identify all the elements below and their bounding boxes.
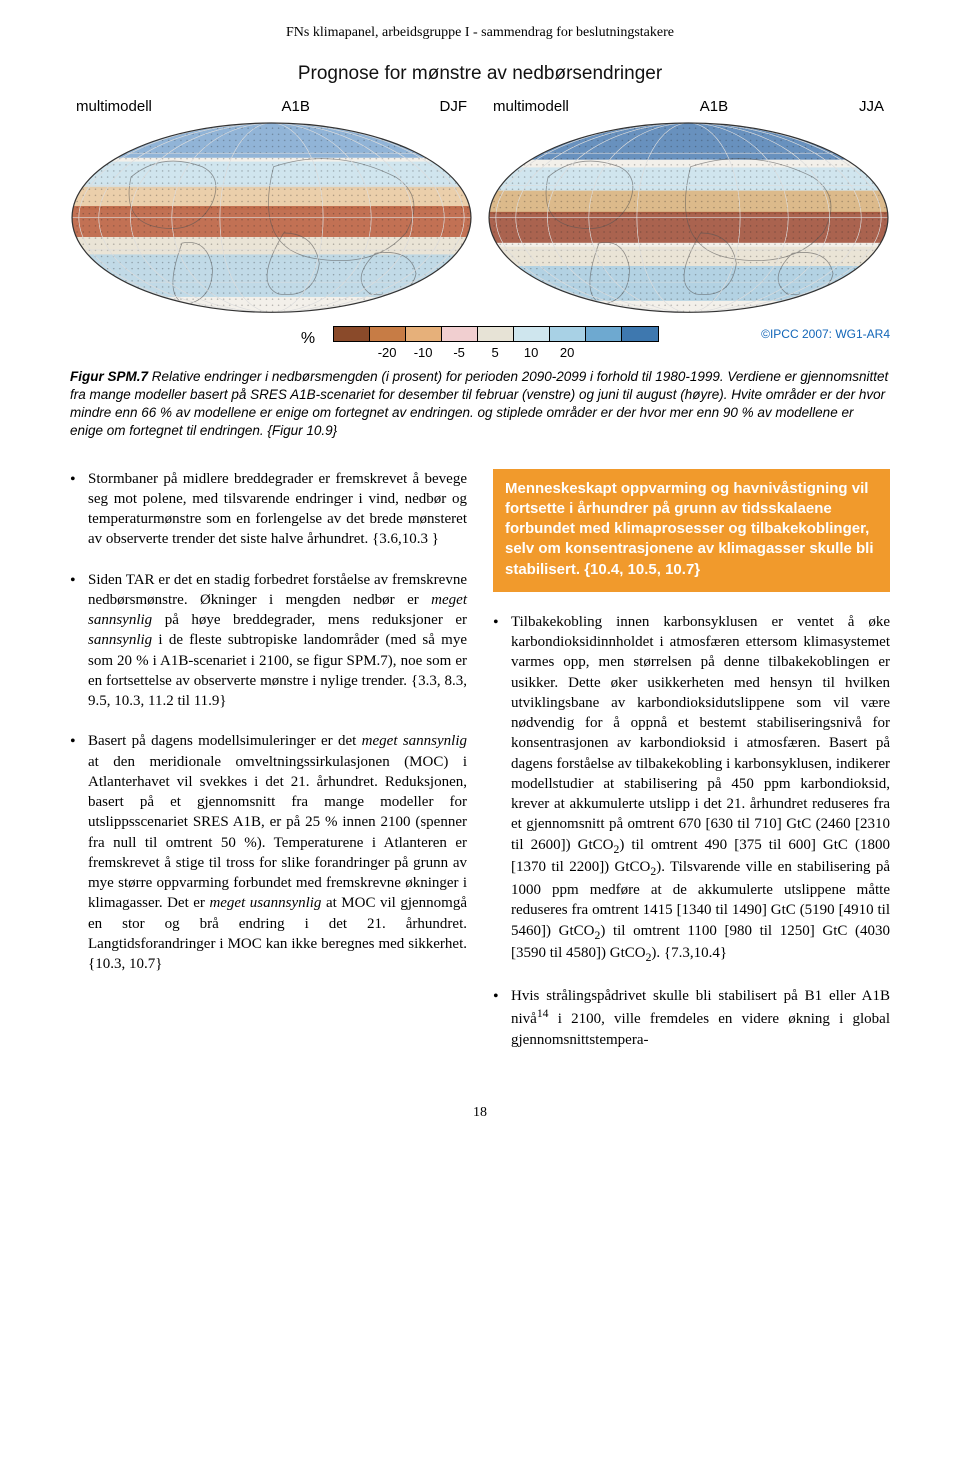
colorbar-swatch [622,327,658,341]
colorbar-swatch [586,327,622,341]
figure-credit: ©IPCC 2007: WG1-AR4 [761,325,890,341]
bullet-item: Siden TAR er det en stadig forbedret for… [70,570,467,712]
bullet-item: Basert på dagens modellsimuleringer er d… [70,731,467,974]
colorbar-row: % -20-10-551020 [301,326,659,362]
map-svg-jja [487,121,890,314]
colorbar-swatch [334,327,370,341]
maps-row: multimodell A1B DJF multimodell A1B JJA [70,97,890,315]
map-panel-djf: multimodell A1B DJF [70,97,473,315]
colorbar-unit-label: % [301,326,315,350]
colorbar-swatch [442,327,478,341]
map-panel-jja: multimodell A1B JJA [487,97,890,315]
colorbar-tick: 10 [513,344,549,362]
colorbar-swatch [514,327,550,341]
colorbar-swatch [406,327,442,341]
map-scenario: A1B [282,97,310,117]
figure-title: Prognose for mønstre av nedbørsendringer [70,61,890,87]
colorbar-wrap: -20-10-551020 [333,326,659,362]
page-number: 18 [70,1104,890,1123]
left-bullet-list: Stormbaner på midlere breddegrader er fr… [70,469,467,975]
colorbar-ticks: -20-10-551020 [333,344,659,362]
caption-body: Relative endringer i nedbørsmengden (i p… [70,369,888,439]
colorbar-tick: 20 [549,344,585,362]
page-header: FNs klimapanel, arbeidsgruppe I - sammen… [70,24,890,43]
bullet-item: Stormbaner på midlere breddegrader er fr… [70,469,467,550]
colorbar-tick: -10 [405,344,441,362]
colorbar-tick: -5 [441,344,477,362]
caption-lead: Figur SPM.7 [70,369,148,384]
right-column: Menneskeskapt oppvarming og havnivåstign… [493,469,890,1070]
colorbar [333,326,659,342]
bullet-item: Hvis strålingspådrivet skulle bli stabil… [493,986,890,1050]
colorbar-swatch [370,327,406,341]
bullet-item: Tilbakekobling innen karbonsyklusen er v… [493,612,890,966]
colorbar-swatch [478,327,514,341]
left-column: Stormbaner på midlere breddegrader er fr… [70,469,467,1070]
map-scenario: A1B [700,97,728,117]
colorbar-credit-row: % -20-10-551020 ©IPCC 2007: WG1-AR4 [70,324,890,362]
two-column-body: Stormbaner på midlere breddegrader er fr… [70,469,890,1070]
figure-caption: Figur SPM.7 Relative endringer i nedbørs… [70,368,890,441]
map-labels-left: multimodell A1B DJF [70,97,473,121]
map-labels-right: multimodell A1B JJA [487,97,890,121]
map-model-label: multimodell [493,97,569,117]
colorbar-tick: -20 [369,344,405,362]
map-svg-djf [70,121,473,314]
map-season: DJF [440,97,468,117]
map-model-label: multimodell [76,97,152,117]
right-bullet-list: Tilbakekobling innen karbonsyklusen er v… [493,612,890,1050]
callout-box: Menneskeskapt oppvarming og havnivåstign… [493,469,890,592]
colorbar-tick: 5 [477,344,513,362]
map-season: JJA [859,97,884,117]
colorbar-swatch [550,327,586,341]
